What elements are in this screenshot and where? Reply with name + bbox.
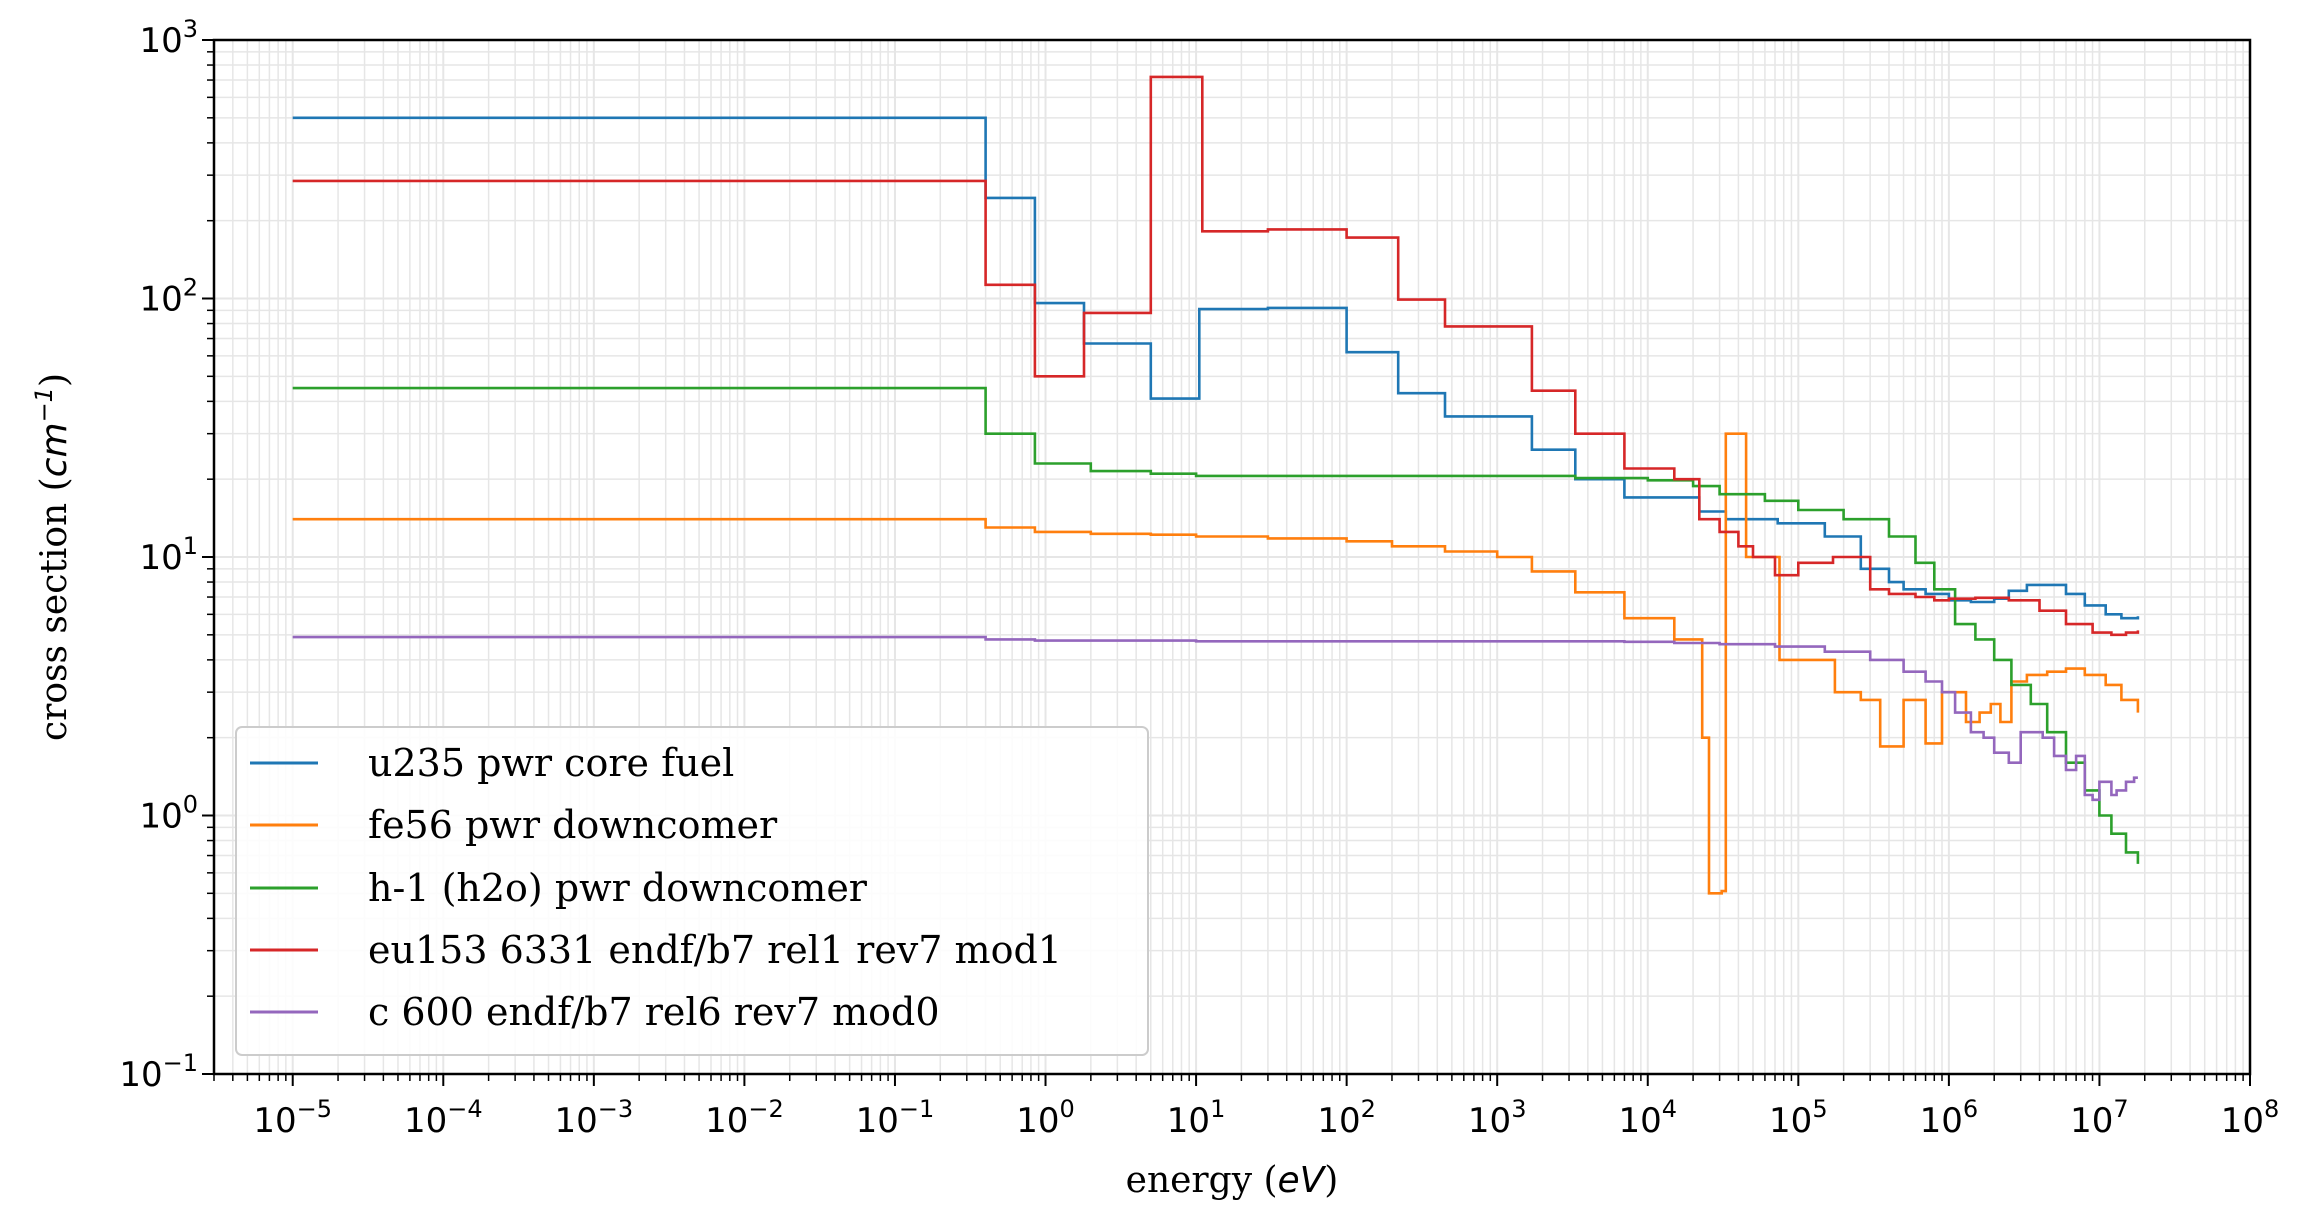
- y-tick-label: 101: [139, 532, 198, 578]
- ticks: 10−5 10−4 10−3 10−2 10−1 100 101 102 103 104 105 10…: [119, 15, 2279, 1141]
- x-tick-label: 10−5: [253, 1095, 332, 1141]
- x-tick-label: 103: [1468, 1095, 1527, 1141]
- series-line-2: [292, 432, 2140, 895]
- x-tick-label: 10−2: [705, 1095, 784, 1141]
- x-tick-label: 106: [1920, 1095, 1979, 1141]
- y-tick-label: 102: [139, 274, 198, 320]
- y-tick-label: 10−1: [119, 1049, 198, 1095]
- x-tick-label: 108: [2221, 1095, 2280, 1141]
- y-tick-label: 103: [139, 15, 198, 61]
- x-tick-label: 100: [1016, 1095, 1075, 1141]
- legend-label-5: c 600 endf/b7 rel6 rev7 mod0: [368, 990, 940, 1034]
- legend-label-3: h-1 (h2o) pwr downcomer: [368, 866, 868, 910]
- legend-box: [235, 726, 1149, 1056]
- legend: u235 pwr core fuel fe56 pwr downcomer h-1 …: [235, 726, 1149, 1056]
- x-tick-label: 104: [1618, 1095, 1677, 1141]
- x-tick-label: 10−1: [856, 1095, 935, 1141]
- x-tick-label: 101: [1167, 1095, 1226, 1141]
- y-axis-label: cross section (cm−1): [30, 373, 75, 741]
- y-tick-label: 100: [139, 791, 198, 837]
- legend-label-2: fe56 pwr downcomer: [368, 803, 778, 847]
- series-line-4: [292, 75, 2140, 637]
- x-tick-label: 10−3: [555, 1095, 634, 1141]
- x-tick-label: 105: [1769, 1095, 1828, 1141]
- x-axis-label: energy (eV): [1126, 1160, 1339, 1201]
- series-line-1: [292, 116, 2140, 620]
- x-tick-label: 10−4: [404, 1095, 483, 1141]
- x-tick-label: 107: [2070, 1095, 2129, 1141]
- legend-label-1: u235 pwr core fuel: [368, 741, 734, 785]
- series-layer: [292, 75, 2140, 895]
- x-tick-label: 102: [1317, 1095, 1376, 1141]
- legend-label-4: eu153 6331 endf/b7 rel1 rev7 mod1: [368, 928, 1062, 972]
- series-line-5: [292, 635, 2138, 802]
